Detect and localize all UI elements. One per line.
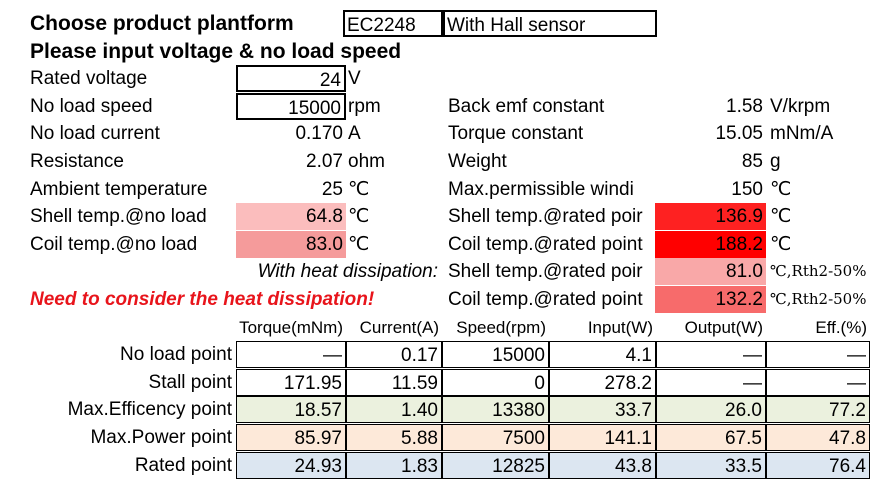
table-cell: 278.2 xyxy=(549,368,656,396)
table-cell: 7500 xyxy=(442,424,549,451)
table-cell: 26.0 xyxy=(656,396,766,424)
param-value: 83.0 xyxy=(236,230,346,258)
param-label: Shell temp.@rated poir xyxy=(448,206,643,228)
param-label: Shell temp.@no load xyxy=(30,206,207,228)
param-label: Rated voltage xyxy=(30,68,148,90)
param-label: Resistance xyxy=(30,151,124,172)
param-value: 24 xyxy=(236,65,346,93)
warning: Need to consider the heat dissipation! xyxy=(30,289,375,310)
param-value: 0.170 xyxy=(295,123,343,145)
param-value: 25 xyxy=(321,178,343,200)
table-cell: 11.59 xyxy=(346,368,442,396)
table-cell: — xyxy=(766,368,870,396)
param-label: Coil temp.@no load xyxy=(30,233,198,255)
param-label: Torque constant xyxy=(448,123,584,145)
table-cell: 24.93 xyxy=(236,451,346,479)
param-label: No load speed xyxy=(30,95,153,117)
param-label: Coil temp.@rated point xyxy=(448,233,643,255)
heat-note: With heat dissipation: xyxy=(257,261,438,283)
column-header: Current(A) xyxy=(359,317,439,337)
param-unit: ℃ xyxy=(770,178,792,200)
param-value: 85 xyxy=(741,151,763,172)
param-label: Weight xyxy=(448,151,507,172)
param-unit: V/krpm xyxy=(770,95,831,117)
table-cell: 67.5 xyxy=(656,424,766,451)
param-value: 64.8 xyxy=(236,203,346,231)
param-value: 132.2 xyxy=(655,286,766,313)
table-cell: — xyxy=(656,368,766,396)
table-cell: 0.17 xyxy=(346,341,442,369)
table-cell: 33.5 xyxy=(656,451,766,479)
table-cell: 5.88 xyxy=(346,424,442,451)
table-cell: 171.95 xyxy=(236,368,346,396)
param-value: 81.0 xyxy=(655,258,766,286)
model-box: EC2248 xyxy=(343,10,443,37)
table-cell: — xyxy=(656,341,766,369)
table-cell: 12825 xyxy=(442,451,549,479)
param-value: 150 xyxy=(731,178,763,200)
param-label: Ambient temperature xyxy=(30,178,208,200)
table-cell: 77.2 xyxy=(766,396,870,424)
table-cell: 13380 xyxy=(442,396,549,424)
subtitle: Please input voltage & no load speed xyxy=(30,39,402,63)
table-cell: 141.1 xyxy=(549,424,656,451)
table-cell: 33.7 xyxy=(549,396,656,424)
table-cell: 1.40 xyxy=(346,396,442,424)
table-cell: 85.97 xyxy=(236,424,346,451)
table-cell: 15000 xyxy=(442,341,549,369)
column-header: Eff.(%) xyxy=(815,317,867,337)
column-header: Input(W) xyxy=(587,317,653,337)
table-cell: — xyxy=(236,341,346,369)
table-cell: 0 xyxy=(442,368,549,396)
param-value: 1.58 xyxy=(726,95,763,117)
param-unit: V xyxy=(348,68,361,90)
param-unit: ℃,Rth2-50% xyxy=(770,290,867,308)
table-cell: — xyxy=(766,341,870,369)
row-label: No load point xyxy=(120,344,232,366)
param-unit: ℃ xyxy=(348,178,370,200)
table-cell: 47.8 xyxy=(766,424,870,451)
param-value: 136.9 xyxy=(655,203,766,231)
param-unit: ℃ xyxy=(770,206,792,228)
title: Choose product plantform xyxy=(30,12,294,35)
row-label: Max.Efficency point xyxy=(67,399,232,421)
param-label: Max.permissible windi xyxy=(448,178,634,200)
param-label: No load current xyxy=(30,123,160,145)
param-unit: ℃ xyxy=(348,206,370,228)
column-header: Speed(rpm) xyxy=(456,317,546,337)
table-cell: 76.4 xyxy=(766,451,870,479)
column-header: Output(W) xyxy=(684,317,763,337)
param-unit: mNm/A xyxy=(770,123,834,145)
param-unit: ℃ xyxy=(770,233,792,255)
row-label: Rated point xyxy=(134,454,232,476)
param-label: Coil temp.@rated point xyxy=(448,289,643,310)
table-cell: 4.1 xyxy=(549,341,656,369)
param-value: 15000 xyxy=(236,92,346,120)
param-value: 2.07 xyxy=(306,151,343,172)
table-cell: 18.57 xyxy=(236,396,346,424)
param-unit: g xyxy=(770,151,781,172)
column-header: Torque(mNm) xyxy=(239,317,343,337)
row-label: Max.Power point xyxy=(90,427,232,448)
param-unit: rpm xyxy=(348,95,381,117)
param-label: Shell temp.@rated poir xyxy=(448,261,643,283)
variant-box: With Hall sensor xyxy=(443,10,657,37)
param-unit: A xyxy=(348,123,361,145)
param-label: Back emf constant xyxy=(448,95,605,117)
table-cell: 1.83 xyxy=(346,451,442,479)
param-unit: ℃,Rth2-50% xyxy=(770,262,867,281)
param-value: 15.05 xyxy=(715,123,763,145)
param-unit: ℃ xyxy=(348,233,370,255)
table-cell: 43.8 xyxy=(549,451,656,479)
row-label: Stall point xyxy=(148,371,232,393)
param-unit: ohm xyxy=(348,151,385,172)
param-value: 188.2 xyxy=(655,230,766,258)
